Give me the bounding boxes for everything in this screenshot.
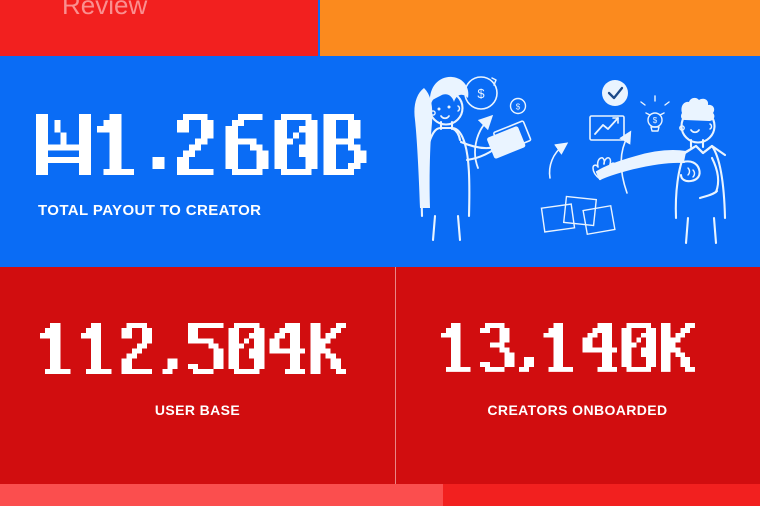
svg-text:$: $ <box>653 116 658 125</box>
svg-text:$: $ <box>477 86 485 101</box>
svg-text:$: $ <box>516 103 521 112</box>
